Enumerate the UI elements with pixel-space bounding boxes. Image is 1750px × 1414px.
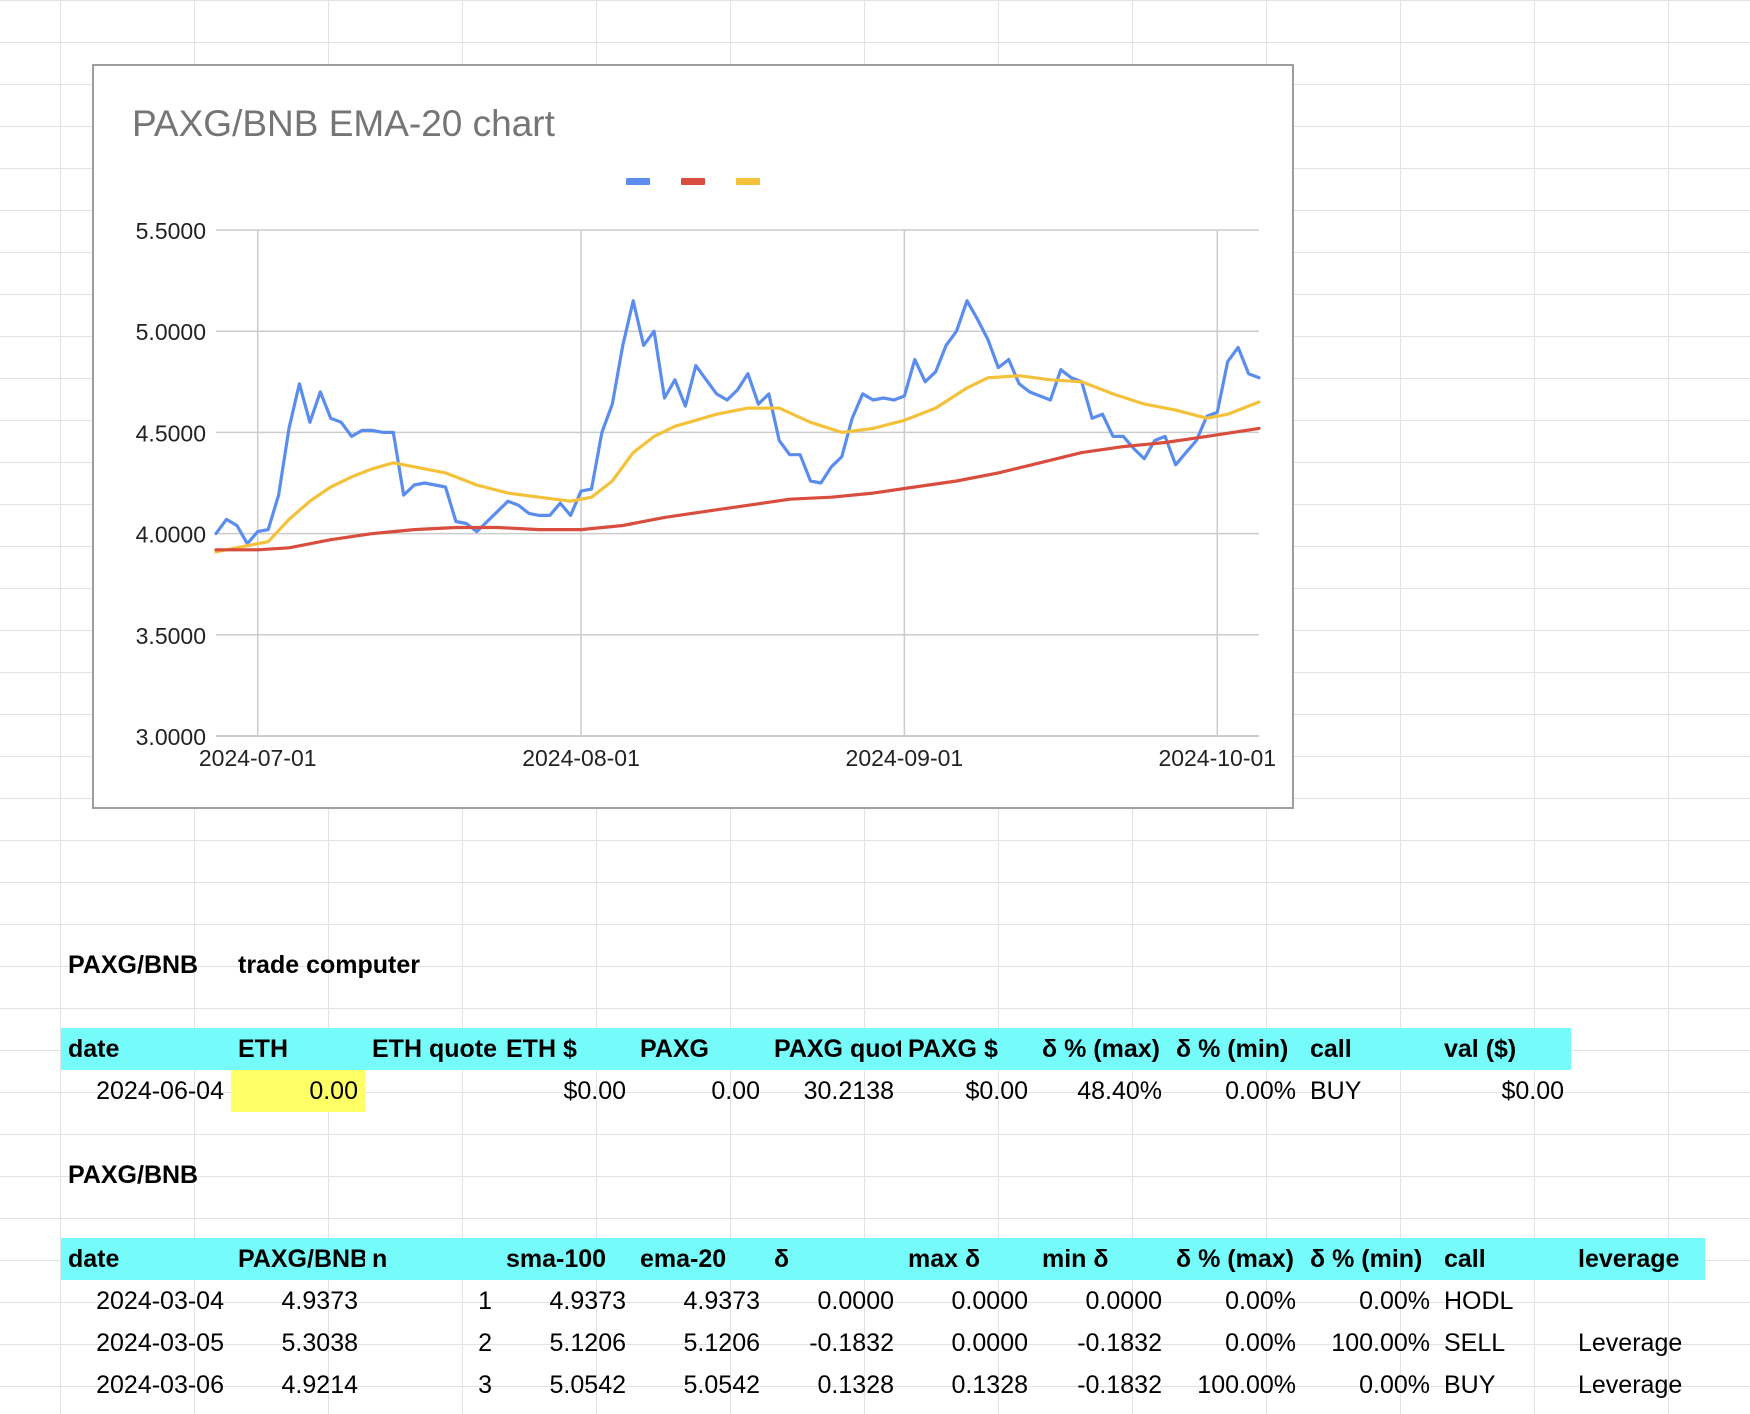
table2-header-col[interactable]: δ (767, 1238, 901, 1280)
table2-cell-sma-100[interactable]: 5.1206 (549, 1329, 626, 1357)
x-tick-label: 2024-07-01 (199, 745, 317, 771)
table2-cell-max[interactable]: 0.00% (1225, 1287, 1296, 1315)
table2-cell-ema-20[interactable]: 5.0542 (683, 1371, 760, 1399)
y-axis-labels: 5.5000 5.0000 4.5000 4.0000 3.5000 3.0000 (136, 218, 206, 750)
table1-cell-max[interactable]: 48.40% (1077, 1077, 1162, 1105)
table2-header-paxg-bnb[interactable]: PAXG/BNB (231, 1238, 365, 1280)
y-tick-label: 5.0000 (136, 319, 206, 345)
table2-cell-sma-100[interactable]: 4.9373 (549, 1287, 626, 1315)
y-tick-label: 5.5000 (136, 218, 206, 244)
table2-cell-max[interactable]: 100.00% (1197, 1371, 1296, 1399)
table2-header-call[interactable]: call (1437, 1238, 1571, 1280)
table1-header-eth-quote[interactable]: ETH quote (365, 1028, 499, 1070)
table2-cell-n[interactable]: 1 (478, 1287, 492, 1315)
table2-cell-max[interactable]: 0.1328 (951, 1371, 1028, 1399)
y-tick-label: 4.0000 (136, 522, 206, 548)
chart-series (214, 299, 1261, 554)
table1-cell-paxg-quote[interactable]: 30.2138 (803, 1077, 894, 1105)
table1-cell-eth[interactable]: 0.00 (231, 1070, 365, 1112)
table2-cell-date[interactable]: 2024-03-04 (96, 1287, 224, 1315)
table1-subtitle: trade computer (238, 951, 420, 979)
x-tick-label: 2024-09-01 (846, 745, 964, 771)
x-axis-labels: 2024-07-01 2024-08-01 2024-09-01 2024-10-01 (199, 745, 1276, 771)
line-chart: PAXG/BNB EMA-20 chart 5.5000 5.0000 4.5000… (132, 103, 1276, 771)
table2-cell-date[interactable]: 2024-03-06 (96, 1371, 224, 1399)
table1-header-min[interactable]: δ % (min) (1169, 1028, 1303, 1070)
table2-cell-col[interactable]: 0.0000 (817, 1287, 894, 1315)
table2-header-ema-20[interactable]: ema-20 (633, 1238, 767, 1280)
table2-cell-min[interactable]: 0.00% (1359, 1287, 1430, 1315)
y-tick-label: 3.0000 (136, 724, 206, 750)
table1-header-eth[interactable]: ETH $ (499, 1028, 633, 1070)
table2-cell-leverage[interactable] (1571, 1280, 1705, 1322)
table1-cell-eth[interactable]: $0.00 (563, 1077, 626, 1105)
table2-cell-max[interactable]: 0.00% (1225, 1329, 1296, 1357)
legend-swatch-3 (736, 178, 760, 185)
legend-swatch-2 (681, 178, 705, 185)
table1-header-eth[interactable]: ETH (231, 1028, 365, 1070)
table1-header-date[interactable]: date (61, 1028, 231, 1070)
x-tick-label: 2024-08-01 (522, 745, 640, 771)
table1-cell-paxg[interactable]: $0.00 (965, 1077, 1028, 1105)
table1-cell-min[interactable]: 0.00% (1225, 1077, 1296, 1105)
table1-header-paxg-quote[interactable]: PAXG quote (767, 1028, 901, 1070)
table2-cell-call[interactable]: HODL (1444, 1287, 1514, 1315)
table1-cell-date[interactable]: 2024-06-04 (96, 1077, 224, 1105)
table1-header-max[interactable]: δ % (max) (1035, 1028, 1169, 1070)
table2-header-max[interactable]: δ % (max) (1169, 1238, 1303, 1280)
table2-cell-leverage[interactable]: Leverage (1578, 1329, 1683, 1357)
table1-cell-eth-quote[interactable] (365, 1070, 499, 1112)
table1-cell-paxg[interactable]: 0.00 (711, 1077, 760, 1105)
table2-cell-call[interactable]: SELL (1444, 1329, 1506, 1357)
table2-cell-min[interactable]: -0.1832 (1077, 1371, 1162, 1399)
table2-cell-sma-100[interactable]: 5.0542 (549, 1371, 626, 1399)
table2-title: PAXG/BNB (68, 1161, 199, 1189)
chart-grid (216, 229, 1259, 737)
table2-cell-call[interactable]: BUY (1444, 1371, 1496, 1399)
table2-cell-leverage[interactable]: Leverage (1578, 1371, 1683, 1399)
table1-title: PAXG/BNB (68, 951, 199, 979)
table2-header-leverage[interactable]: leverage (1571, 1238, 1705, 1280)
table2-cell-n[interactable]: 2 (478, 1329, 492, 1357)
table2-cell-max[interactable]: 0.0000 (951, 1287, 1028, 1315)
series-line-3 (214, 374, 1261, 554)
table2-cell-n[interactable]: 3 (478, 1371, 492, 1399)
table1-header-call[interactable]: call (1303, 1028, 1437, 1070)
table2-cell-col[interactable]: 0.1328 (817, 1371, 894, 1399)
table2-header-min[interactable]: min δ (1035, 1238, 1169, 1280)
table1-cell-val[interactable]: $0.00 (1501, 1077, 1564, 1105)
table2-header-date[interactable]: date (61, 1238, 231, 1280)
chart-title: PAXG/BNB EMA-20 chart (132, 103, 556, 144)
table2-cell-max[interactable]: 0.0000 (951, 1329, 1028, 1357)
y-tick-label: 3.5000 (136, 623, 206, 649)
table2-header-n[interactable]: n (365, 1238, 499, 1280)
table2-cell-ema-20[interactable]: 5.1206 (683, 1329, 760, 1357)
chart-container[interactable]: PAXG/BNB EMA-20 chart 5.5000 5.0000 4.5000… (92, 64, 1294, 809)
table2-header-min[interactable]: δ % (min) (1303, 1238, 1437, 1280)
table2-cell-min[interactable]: 0.0000 (1085, 1287, 1162, 1315)
table2-cell-paxg-bnb[interactable]: 4.9214 (281, 1371, 358, 1399)
chart-legend (626, 178, 760, 185)
series-line-2 (214, 426, 1261, 552)
table1-header-paxg[interactable]: PAXG $ (901, 1028, 1035, 1070)
table1-cell-call[interactable]: BUY (1310, 1077, 1362, 1105)
table2-header-sma-100[interactable]: sma-100 (499, 1238, 633, 1280)
y-tick-label: 4.5000 (136, 420, 206, 446)
table2-cell-paxg-bnb[interactable]: 5.3038 (281, 1329, 358, 1357)
table2-header-max[interactable]: max δ (901, 1238, 1035, 1280)
series-line-1 (214, 299, 1261, 546)
table2-cell-min[interactable]: 0.00% (1359, 1371, 1430, 1399)
x-tick-label: 2024-10-01 (1158, 745, 1276, 771)
table2-cell-ema-20[interactable]: 4.9373 (683, 1287, 760, 1315)
table2-cell-date[interactable]: 2024-03-05 (96, 1329, 224, 1357)
table2-cell-paxg-bnb[interactable]: 4.9373 (281, 1287, 358, 1315)
table2-cell-min[interactable]: 100.00% (1331, 1329, 1430, 1357)
table1-header-val[interactable]: val ($) (1437, 1028, 1571, 1070)
table1-header-paxg[interactable]: PAXG (633, 1028, 767, 1070)
legend-swatch-1 (626, 178, 650, 185)
table2-cell-min[interactable]: -0.1832 (1077, 1329, 1162, 1357)
table2-cell-col[interactable]: -0.1832 (809, 1329, 894, 1357)
